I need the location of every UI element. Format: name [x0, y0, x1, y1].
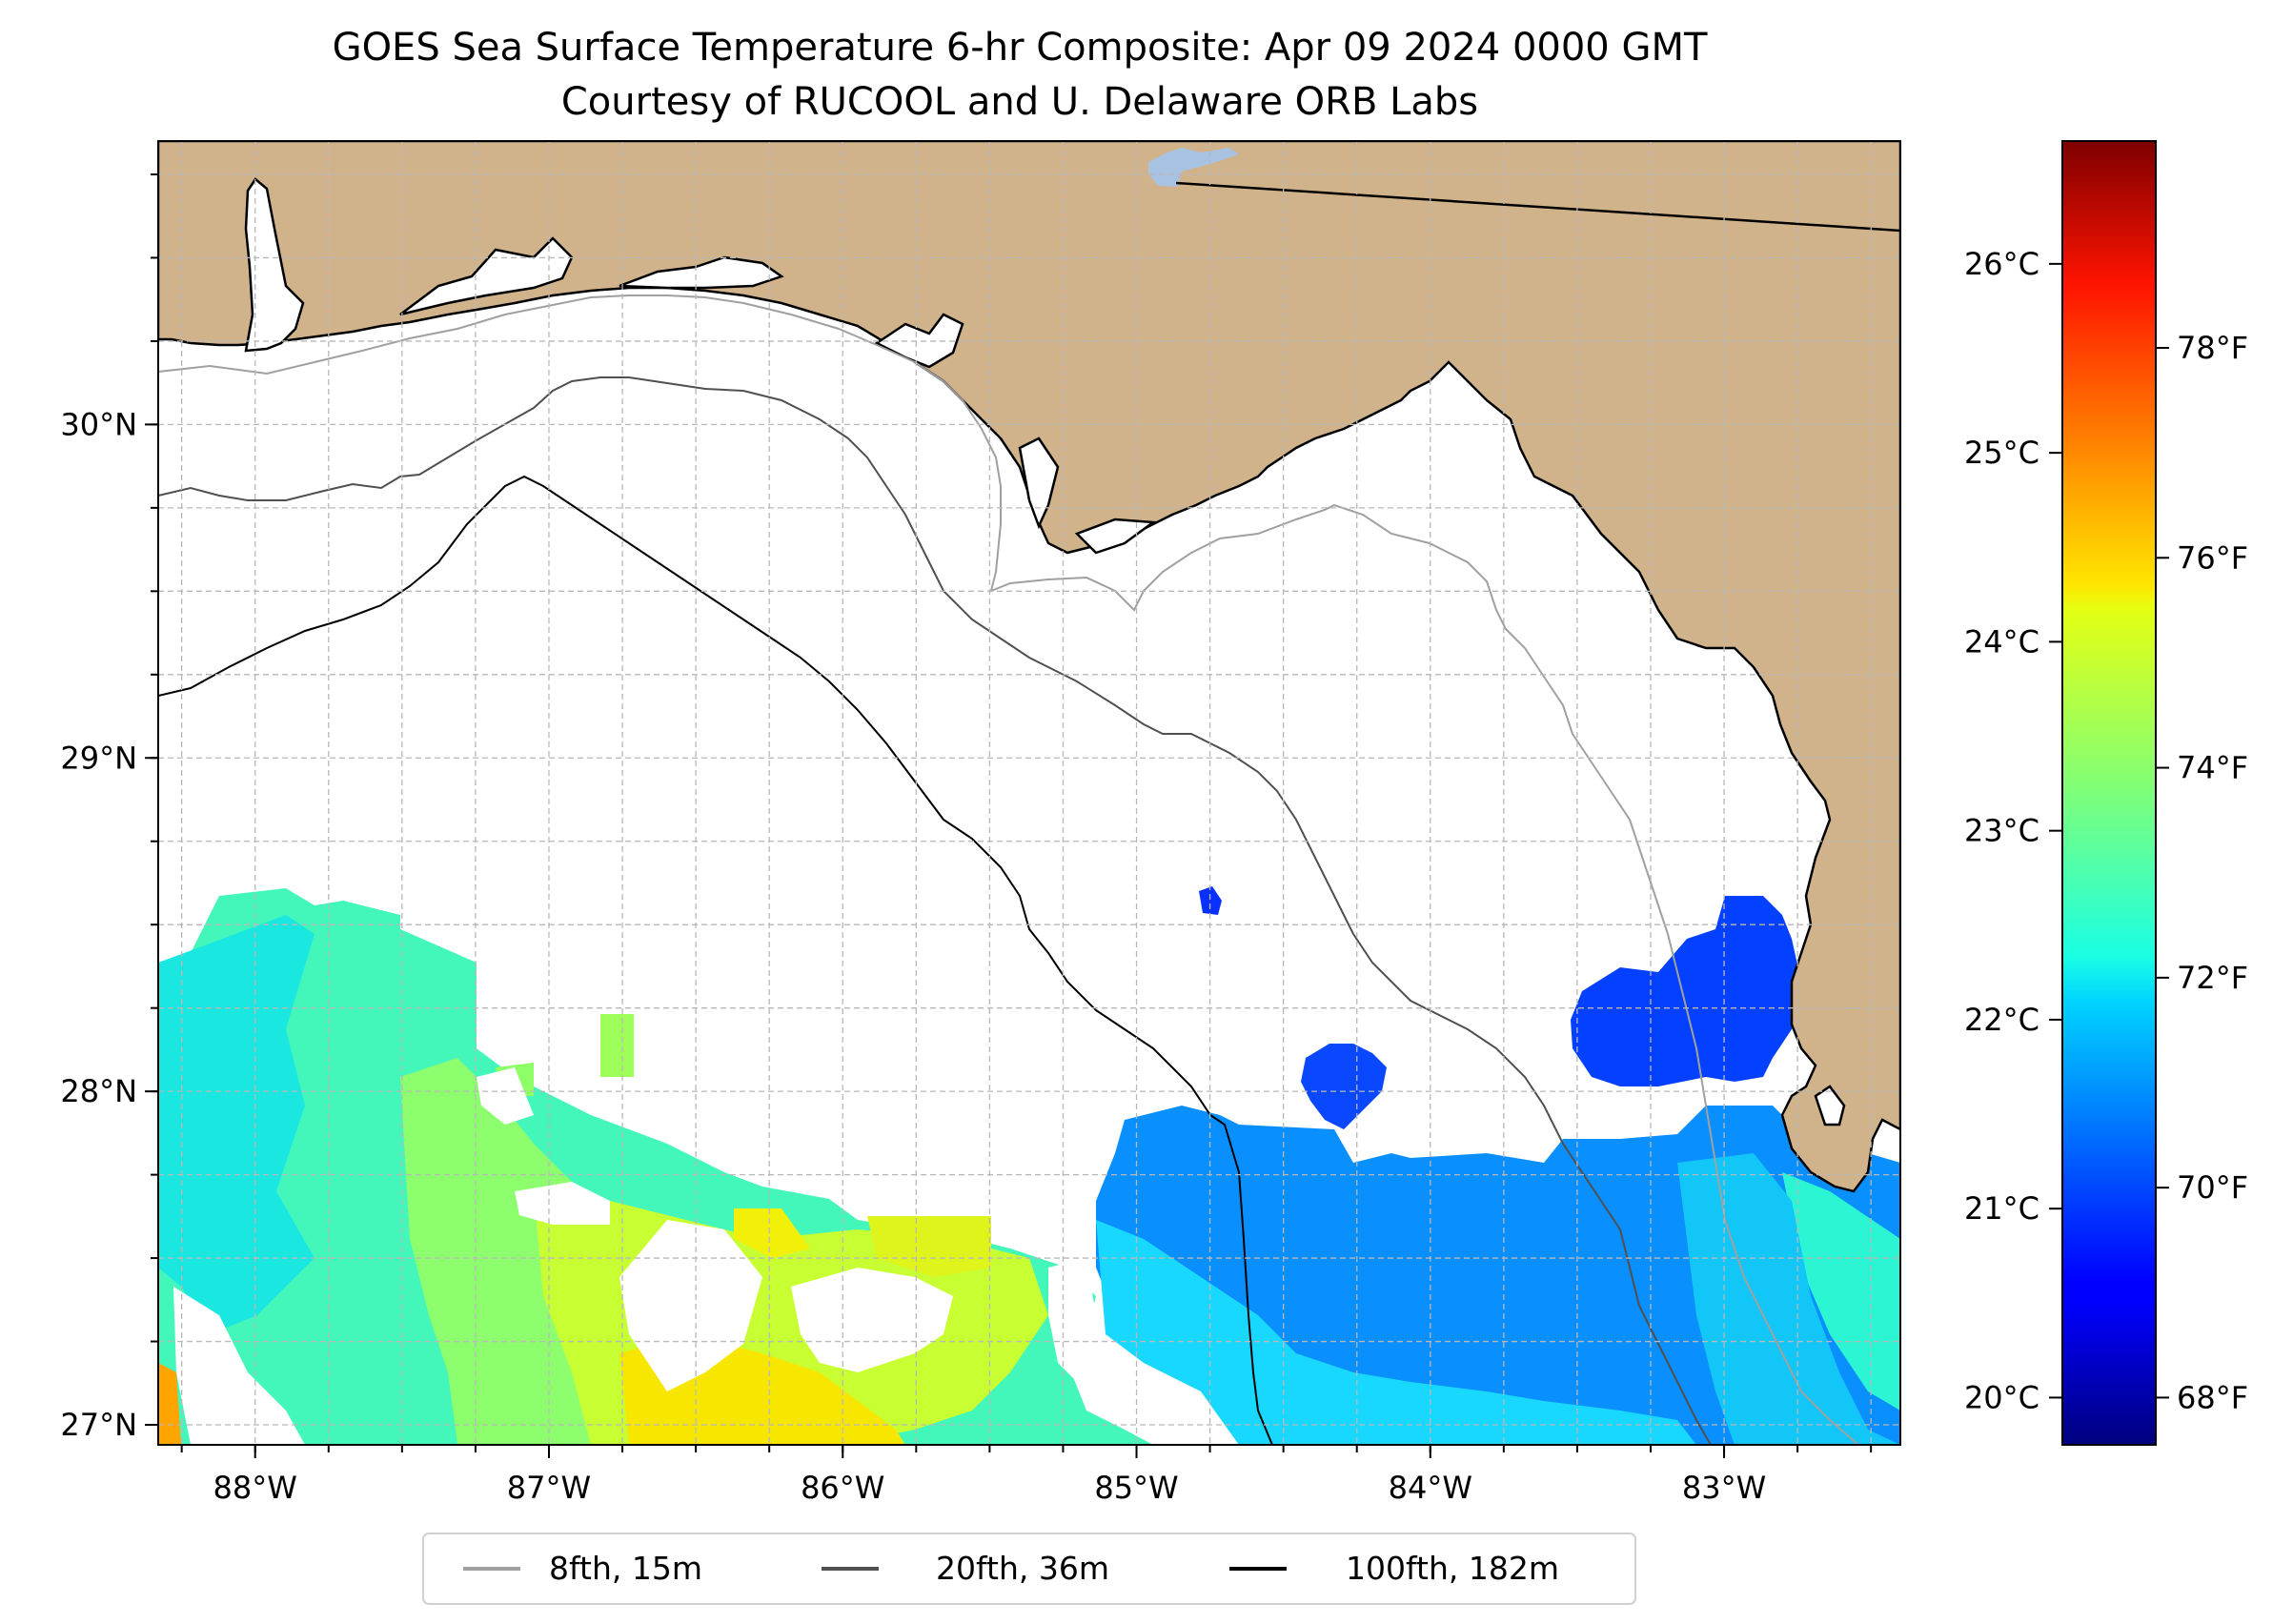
lat-tick-label: 28°N — [60, 1073, 137, 1109]
sst-blob-small — [1199, 886, 1222, 915]
colorbar-ticks: 20°C 21°C 22°C 23°C 24°C 25°C 26°C 68°F 70°F 72°F… — [1964, 246, 2248, 1416]
fahrenheit-tick-label: 74°F — [2177, 750, 2248, 786]
legend-label-100fth: 100fth, 182m — [1346, 1550, 1559, 1587]
lon-tick-label: 88°W — [213, 1470, 297, 1506]
isobath-100fth — [158, 475, 1273, 1445]
lon-tick-label: 87°W — [507, 1470, 591, 1506]
axis-ticks: 88°W 87°W 86°W 85°W 84°W 83°W 30°N 29°N 28°N 27°N — [60, 173, 1873, 1506]
gridlines — [158, 141, 1900, 1445]
lon-tick-label: 85°W — [1094, 1470, 1178, 1506]
legend-label-20fth: 20fth, 36m — [936, 1550, 1109, 1587]
lon-tick-label: 83°W — [1682, 1470, 1766, 1506]
map-title: GOES Sea Surface Temperature 6-hr Compos… — [333, 26, 1708, 70]
colorbar-gradient — [2061, 140, 2157, 1446]
sst-region-west-cyan — [158, 915, 315, 1334]
lat-tick-label: 27°N — [60, 1407, 137, 1443]
choctawhatchee-bay — [619, 255, 784, 290]
sst-region-yellow-patch — [734, 1208, 810, 1258]
sst-patch-lime — [600, 1014, 634, 1077]
isobath-20fth — [158, 376, 1712, 1445]
sst-region-yellow-patch2 — [867, 1216, 991, 1277]
fahrenheit-tick-label: 68°F — [2177, 1379, 2248, 1415]
map-frame — [157, 140, 1901, 1446]
lon-tick-label: 86°W — [801, 1470, 884, 1506]
lon-tick-label: 84°W — [1389, 1470, 1472, 1506]
map-subtitle: Courtesy of RUCOOL and U. Delaware ORB L… — [561, 80, 1478, 124]
sst-blob-central — [1301, 1044, 1387, 1129]
colorbar: 20°C 21°C 22°C 23°C 24°C 25°C 26°C 68°F 70°F 72°F… — [1964, 140, 2248, 1446]
isobath-8fth — [158, 294, 1859, 1445]
sst-region-far-east-cyan — [1677, 1153, 1900, 1445]
pensacola-bay — [399, 236, 574, 316]
fahrenheit-tick-label: 70°F — [2177, 1169, 2248, 1206]
map-area — [158, 141, 1900, 1445]
lat-tick-label: 29°N — [60, 740, 137, 776]
celsius-tick-label: 22°C — [1964, 1002, 2039, 1038]
lat-tick-label: 30°N — [60, 406, 137, 442]
fahrenheit-tick-label: 76°F — [2177, 539, 2248, 576]
legend-label-8fth: 8fth, 15m — [549, 1550, 702, 1587]
celsius-tick-label: 21°C — [1964, 1190, 2039, 1227]
state-border — [1175, 181, 1900, 233]
isobath-legend: 8fth, 15m 20fth, 36m 100fth, 182m — [422, 1533, 1636, 1605]
apalachee-bay-shore — [1074, 518, 1157, 555]
lake — [1148, 148, 1239, 187]
tampa-bay — [1814, 1085, 1846, 1127]
apalachicola-bay — [1018, 436, 1060, 530]
celsius-tick-label: 24°C — [1964, 623, 2039, 660]
celsius-tick-label: 23°C — [1964, 813, 2039, 849]
no-data-gaps — [173, 1067, 1096, 1445]
legend-box — [422, 1533, 1636, 1605]
celsius-tick-label: 26°C — [1964, 246, 2039, 282]
fahrenheit-tick-label: 78°F — [2177, 330, 2248, 366]
fahrenheit-tick-label: 72°F — [2177, 960, 2248, 996]
sst-blob-east — [1571, 896, 1801, 1086]
sst-region-east-cyan — [1096, 1220, 1696, 1445]
celsius-tick-label: 20°C — [1964, 1379, 2039, 1415]
celsius-tick-label: 25°C — [1964, 435, 2039, 471]
